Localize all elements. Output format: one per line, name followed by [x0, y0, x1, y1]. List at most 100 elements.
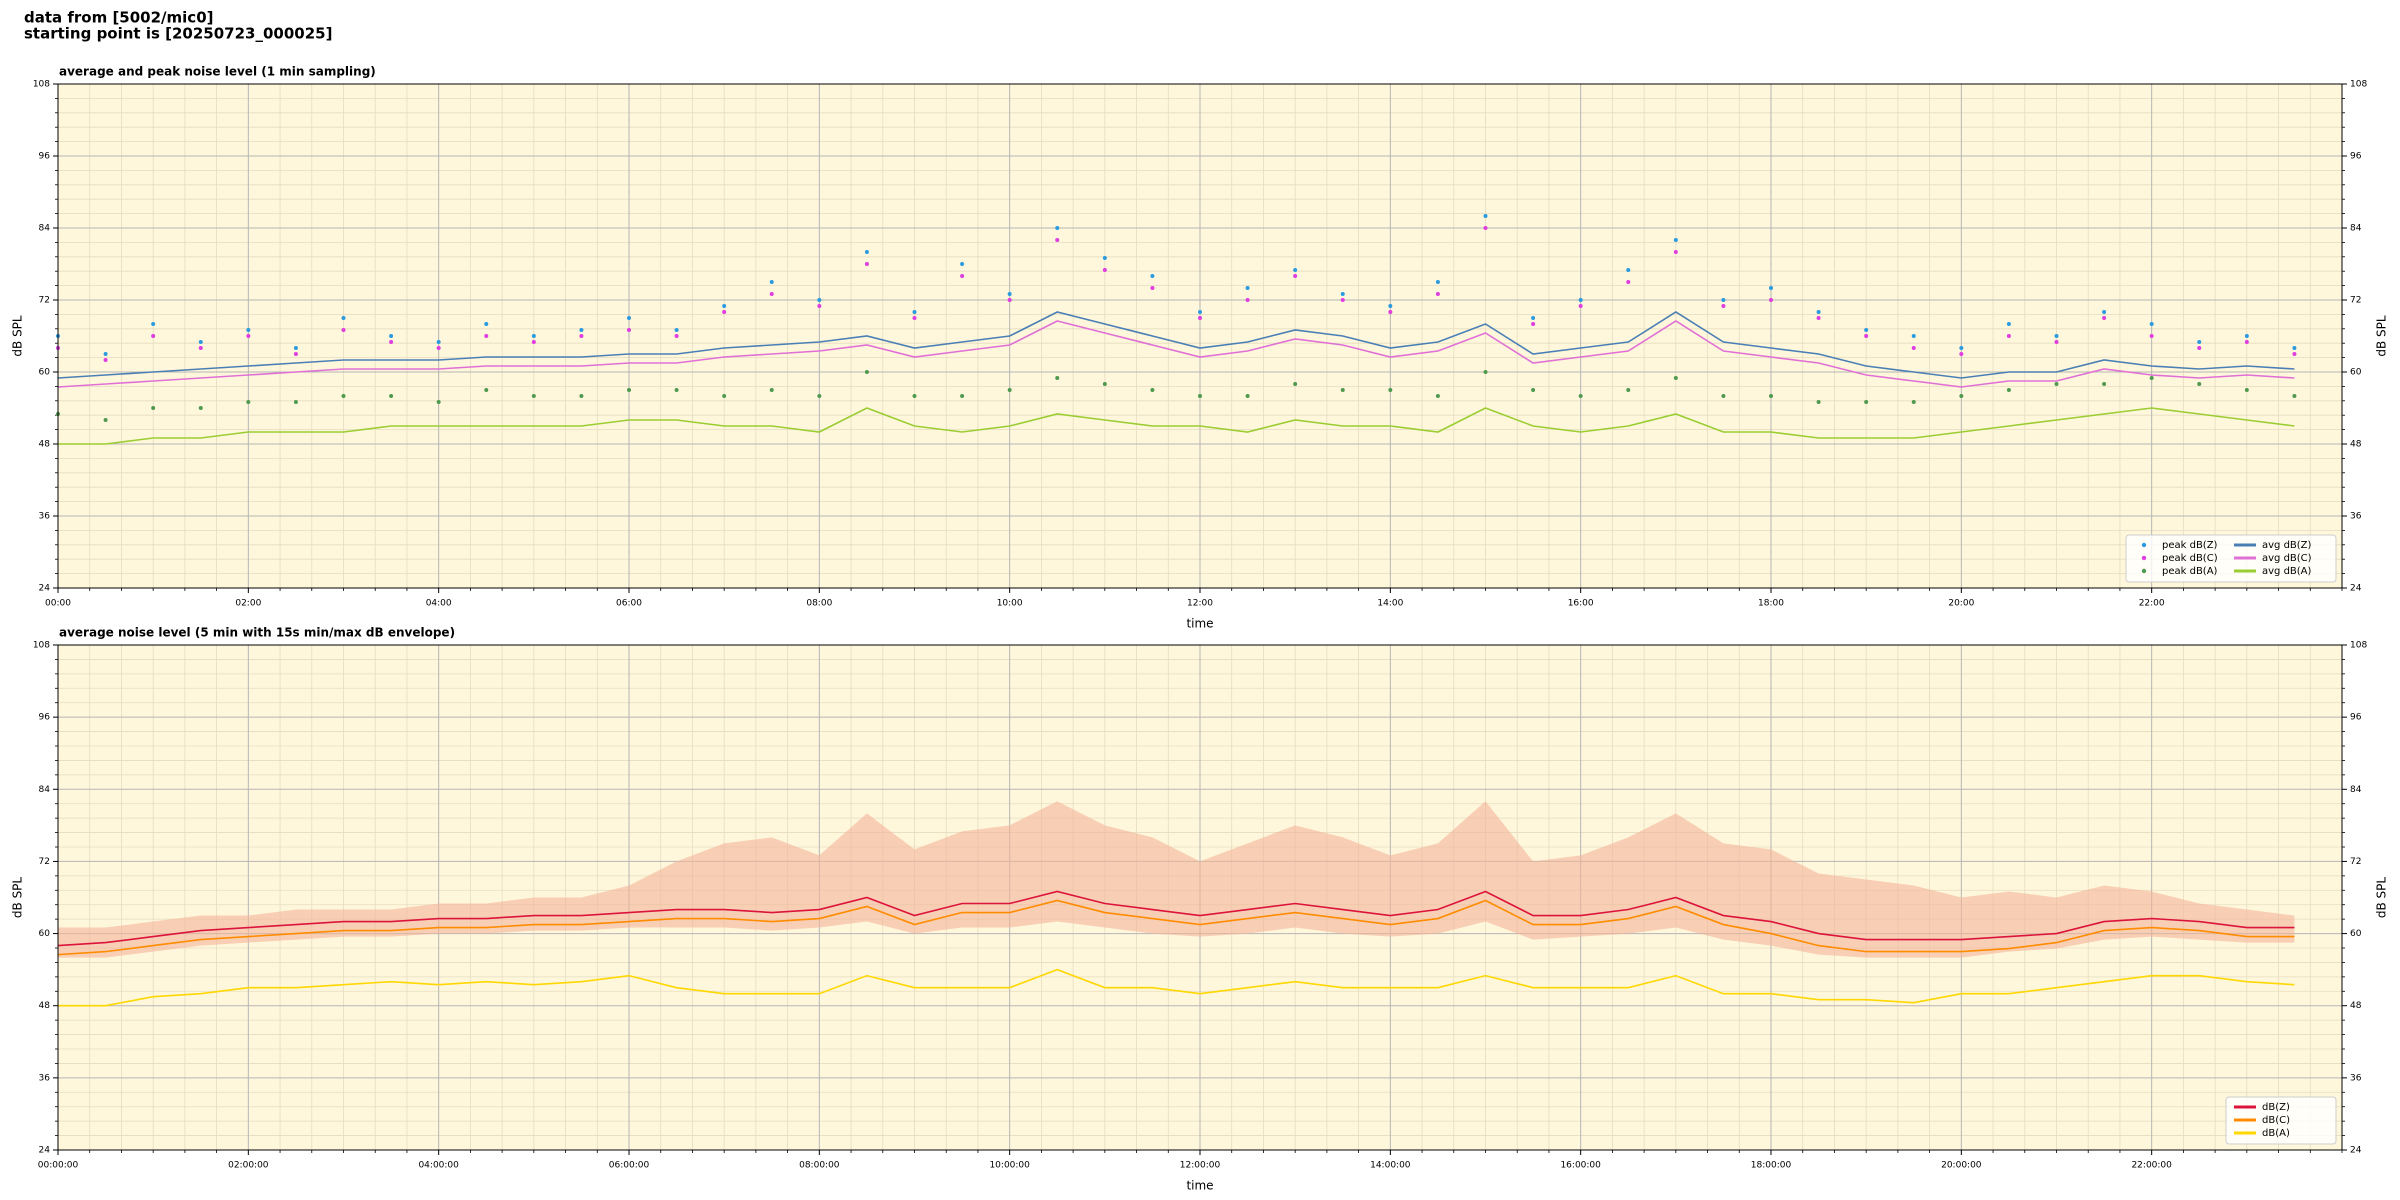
x-tick-label: 18:00:00 [1751, 1161, 1792, 1171]
x-tick-label: 06:00:00 [609, 1161, 650, 1171]
peak-point [674, 334, 679, 338]
peak-point [1102, 268, 1107, 272]
peak-point [912, 310, 917, 314]
peak-point [2244, 334, 2249, 338]
peak-point [531, 394, 536, 398]
peak-point [2102, 382, 2107, 386]
peak-point [2244, 340, 2249, 344]
legend-label: peak dB(A) [2162, 566, 2218, 577]
peak-point [1959, 346, 1964, 350]
peak-point [864, 250, 869, 254]
plot-frame [57, 83, 2343, 589]
x-tick-label: 22:00:00 [2131, 1161, 2172, 1171]
peak-point [1816, 310, 1821, 314]
peak-point [2292, 346, 2297, 350]
peak-point [1673, 376, 1678, 380]
peak-point [1531, 322, 1536, 326]
x-tick-label: 12:00:00 [1180, 1161, 1221, 1171]
y-axis-label: dB SPL [11, 315, 25, 357]
y-tick-label: 108 [33, 641, 50, 651]
plot-frame [57, 644, 2343, 1151]
peak-point [1626, 280, 1631, 284]
series-line [57, 311, 2295, 379]
peak-point [960, 394, 965, 398]
peak-point [1721, 394, 1726, 398]
peak-point [103, 418, 108, 422]
series-line [57, 899, 2295, 956]
peak-point [1388, 310, 1393, 314]
peak-point [293, 400, 298, 404]
x-tick-label: 08:00:00 [799, 1161, 840, 1171]
x-tick-label: 08:00 [806, 599, 832, 609]
peak-point [341, 316, 346, 320]
legend-label: peak dB(Z) [2162, 540, 2218, 551]
x-tick-label: 04:00:00 [418, 1161, 459, 1171]
peak-point [151, 334, 156, 338]
peak-point [1578, 298, 1583, 302]
peak-point [2054, 334, 2059, 338]
peak-point [1388, 304, 1393, 308]
peak-point [769, 280, 774, 284]
x-tick-label: 02:00 [235, 599, 261, 609]
peak-point [864, 370, 869, 374]
peak-point [1769, 298, 1773, 302]
x-tick-label: 00:00:00 [38, 1161, 79, 1171]
peak-point [484, 334, 489, 338]
peak-point [151, 322, 156, 326]
y-tick-label: 60 [39, 929, 51, 939]
peak-point [1150, 274, 1155, 278]
y-tick-label: 84 [39, 224, 51, 234]
peak-point [960, 274, 965, 278]
peak-point [1293, 268, 1298, 272]
peak-point [436, 400, 441, 404]
y2-tick-label: 72 [2350, 296, 2361, 306]
peak-point [1007, 298, 1012, 302]
peak-point [198, 346, 203, 350]
peak-point [722, 394, 727, 398]
legend-box [2125, 534, 2337, 583]
peak-point [1911, 400, 1916, 404]
peak-point [1055, 238, 1060, 242]
peak-point [627, 388, 631, 392]
peak-point [389, 340, 394, 344]
peak-point [817, 394, 822, 398]
y2-tick-label: 108 [2350, 80, 2367, 90]
legend-label: avg dB(Z) [2262, 540, 2312, 551]
legend-label: dB(A) [2262, 1128, 2290, 1139]
peak-point [674, 388, 679, 392]
legend-label: dB(C) [2262, 1115, 2290, 1126]
peak-point [103, 352, 108, 356]
peak-point [722, 310, 727, 314]
legend-marker [2141, 542, 2147, 548]
y2-tick-label: 24 [2350, 1146, 2362, 1156]
peak-point [1293, 382, 1298, 386]
peak-point [1626, 268, 1631, 272]
legend-label: peak dB(C) [2162, 553, 2218, 564]
y2-tick-label: 60 [2350, 368, 2362, 378]
peak-point [1340, 388, 1345, 392]
peak-point [1245, 286, 1250, 290]
y-tick-label: 48 [39, 440, 51, 450]
peak-point [531, 340, 536, 344]
x-tick-label: 10:00 [997, 599, 1023, 609]
peak-point [1102, 256, 1107, 260]
x-tick-label: 14:00 [1377, 599, 1403, 609]
y2-tick-label: 60 [2350, 929, 2362, 939]
legend-label: avg dB(A) [2262, 566, 2312, 577]
y2-tick-label: 24 [2350, 584, 2362, 594]
peak-point [1959, 352, 1964, 356]
peak-point [1435, 280, 1440, 284]
y-tick-label: 36 [39, 1073, 51, 1083]
legend-label: avg dB(C) [2262, 553, 2312, 564]
x-axis-label: time [1186, 617, 1213, 631]
x-tick-label: 00:00 [45, 599, 71, 609]
peak-point [389, 334, 394, 338]
x-tick-label: 12:00 [1187, 599, 1213, 609]
peak-point [1769, 286, 1773, 290]
peak-point [1911, 346, 1916, 350]
peak-point [912, 394, 917, 398]
legend-marker [2141, 555, 2147, 561]
peak-point [1007, 388, 1012, 392]
peak-point [1245, 298, 1250, 302]
y2-tick-label: 36 [2350, 512, 2362, 522]
